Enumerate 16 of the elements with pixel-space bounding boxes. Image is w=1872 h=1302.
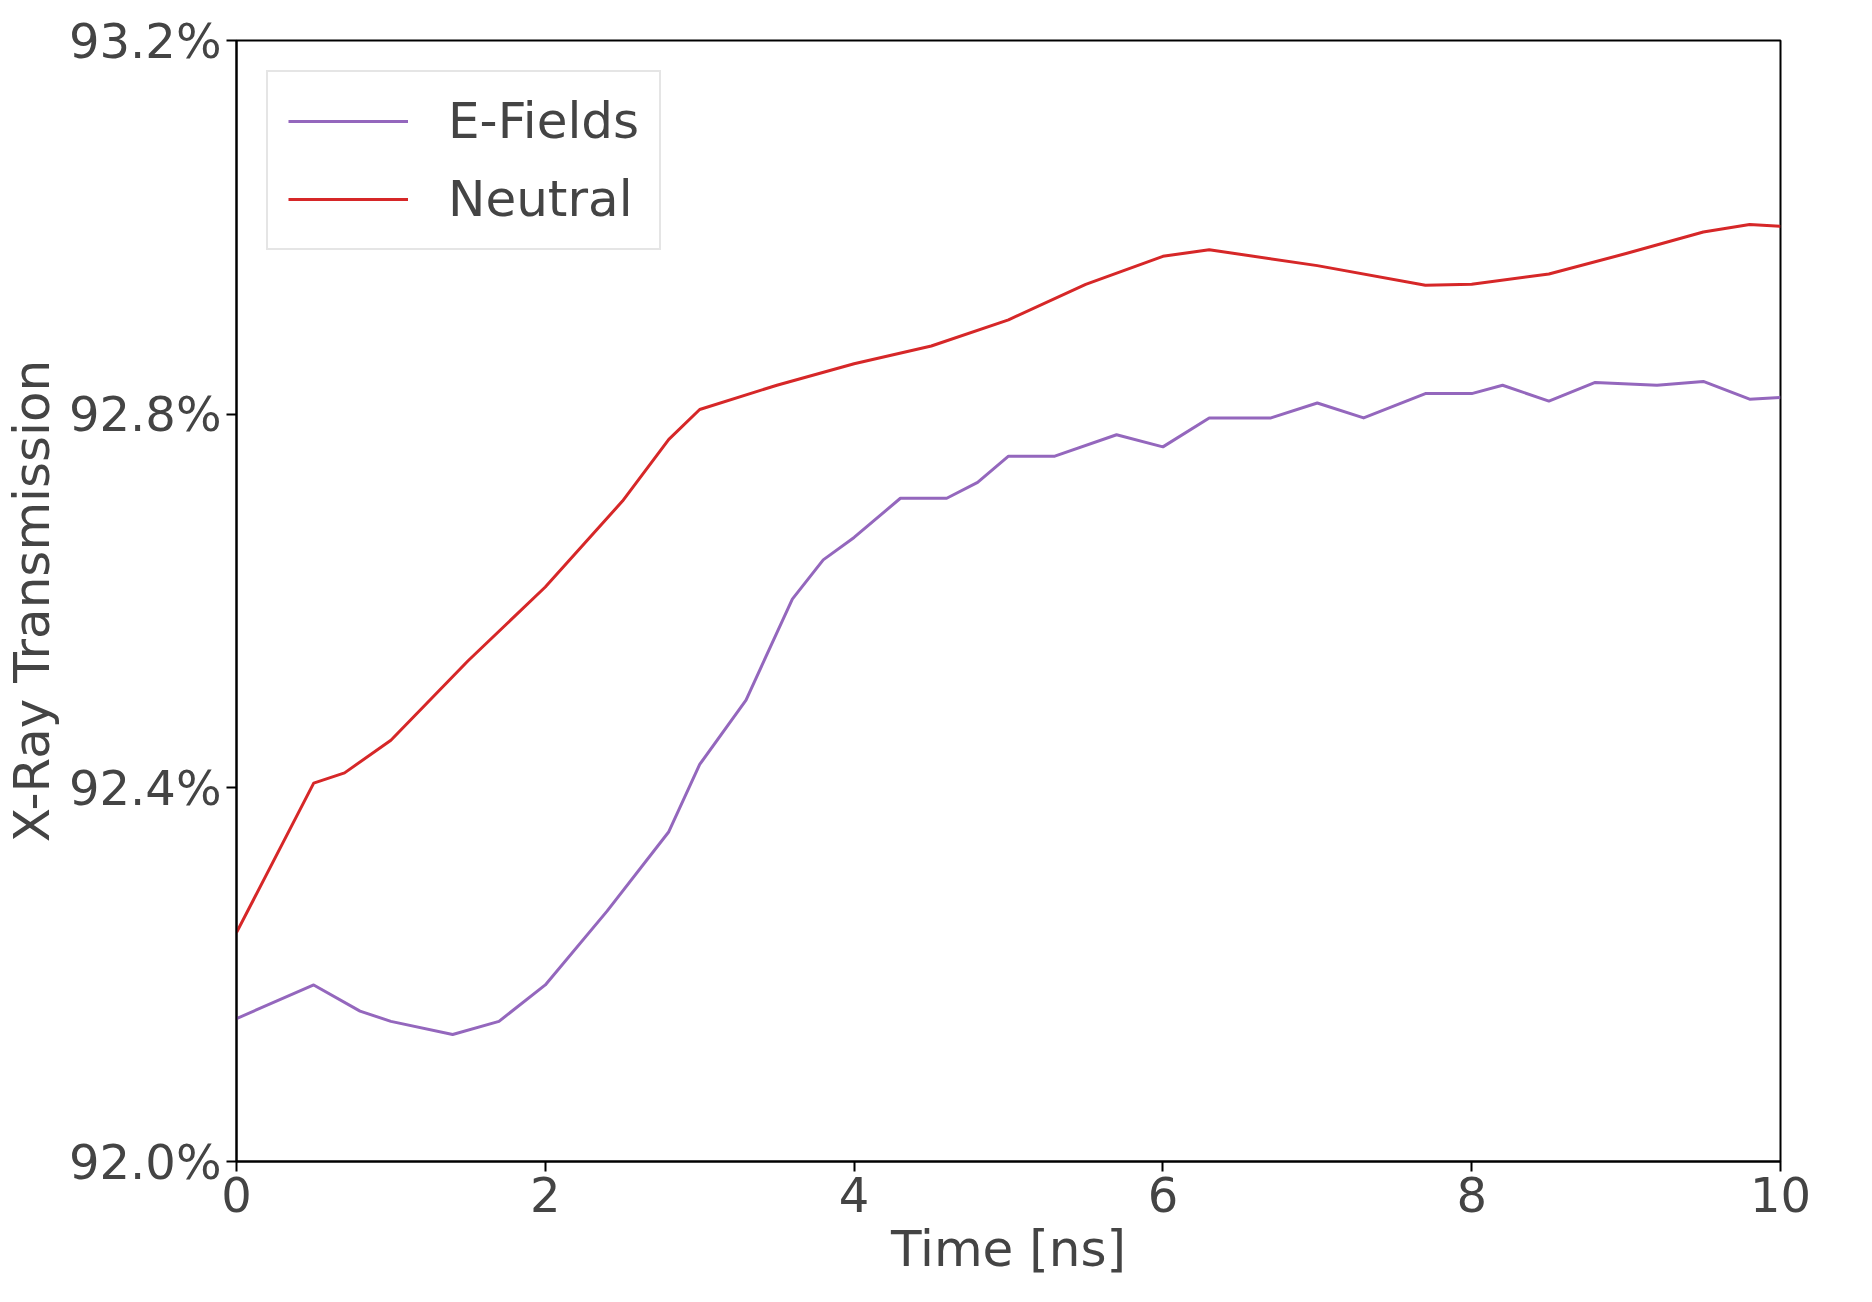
y-tick-label: 93.2% — [69, 12, 222, 69]
line-series — [236, 379, 1781, 1036]
x-tick-label: 10 — [1749, 1166, 1812, 1223]
y-axis-title: X-Ray Transmission — [3, 359, 62, 843]
line-series — [236, 223, 1781, 935]
x-tick-label: 8 — [1456, 1166, 1487, 1223]
legend-label: E-Fields — [448, 92, 640, 150]
x-tick-label: 2 — [530, 1166, 561, 1223]
x-tick-label: 4 — [838, 1166, 870, 1223]
x-tick-label: 0 — [221, 1166, 252, 1223]
x-tick-label: 6 — [1147, 1166, 1179, 1223]
y-tick-label: 92.0% — [69, 1133, 222, 1190]
x-axis-title: Time [ns] — [890, 1219, 1127, 1278]
legend-label: Neutral — [448, 170, 633, 228]
y-tick-label: 92.8% — [69, 386, 222, 443]
y-tick-label: 92.4% — [69, 759, 222, 816]
